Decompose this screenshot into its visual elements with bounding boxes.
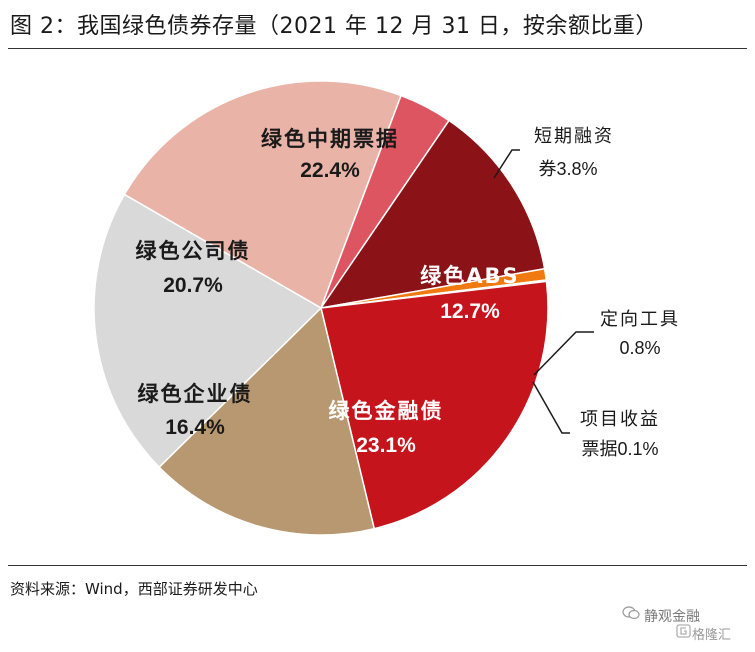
slice-value-label: 23.1% xyxy=(356,434,416,457)
pie-slice xyxy=(319,119,546,310)
slice-label: 定向工具 xyxy=(600,309,680,330)
pie-slice xyxy=(123,80,402,310)
slice-label: 绿色中期票据 xyxy=(261,127,399,151)
chart-title: 图 2：我国绿色债券存量（2021 年 12 月 31 日，按余额比重） xyxy=(10,14,658,39)
bottom-divider xyxy=(8,565,747,566)
source-note: 资料来源：Wind，西部证券研发中心 xyxy=(10,580,258,598)
slice-label: 绿色公司债 xyxy=(136,239,251,263)
pie-slice xyxy=(93,193,323,469)
pie-slice xyxy=(158,306,376,536)
slice-label: 短期融资 xyxy=(534,126,614,147)
leader-line xyxy=(533,331,594,376)
pie-slices xyxy=(93,80,549,536)
slice-label: 绿色ABS xyxy=(420,264,519,288)
slice-value-label: 票据0.1% xyxy=(581,439,658,459)
slice-value-label: 0.8% xyxy=(619,338,660,358)
leader-line xyxy=(493,149,520,179)
gelonghui-logo-icon xyxy=(676,624,691,638)
top-divider xyxy=(8,48,747,49)
pie-slice xyxy=(320,280,549,530)
slice-value-label: 20.7% xyxy=(163,274,223,297)
leader-line xyxy=(532,381,570,434)
slice-value-label: 22.4% xyxy=(300,159,360,182)
slice-label: 项目收益 xyxy=(580,409,660,430)
wechat-icon xyxy=(622,606,640,620)
slice-value-label: 12.7% xyxy=(440,300,500,323)
watermark-brand-2: 格隆汇 xyxy=(692,628,732,643)
leader-lines xyxy=(493,149,594,434)
slice-value-label: 券3.8% xyxy=(538,159,597,179)
watermark-brand: 静观金融 xyxy=(644,609,700,625)
slice-label: 绿色企业债 xyxy=(138,382,253,406)
slice-value-label: 16.4% xyxy=(165,416,225,439)
slice-label: 绿色金融债 xyxy=(329,399,444,423)
